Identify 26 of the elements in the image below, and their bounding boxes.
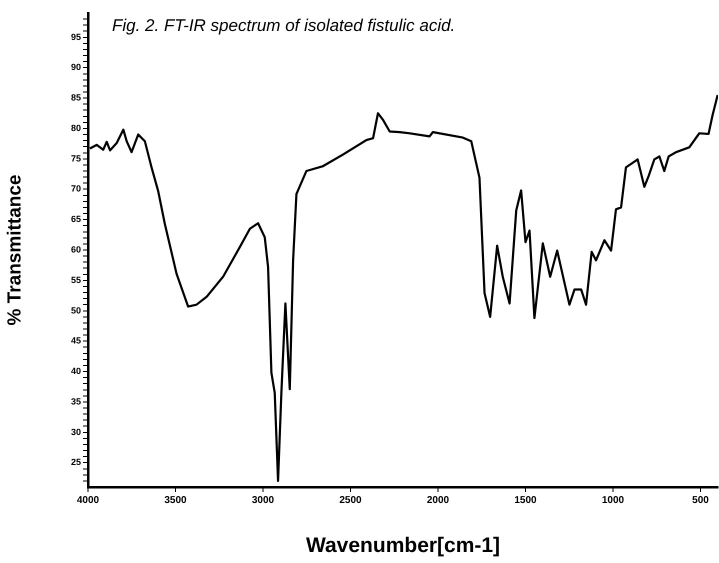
x-tick-label: 4000 — [76, 494, 100, 506]
y-tick-label: 45 — [70, 336, 81, 346]
y-tick-label: 40 — [70, 366, 81, 376]
y-tick-label: 75 — [70, 153, 81, 164]
y-tick-label: 55 — [70, 274, 81, 285]
y-tick-label: 50 — [70, 305, 81, 316]
x-tick-label: 2500 — [339, 494, 362, 506]
x-tick-label: 1500 — [514, 494, 538, 506]
x-axis-title: Wavenumber[cm-1] — [306, 534, 500, 558]
y-tick-label: 65 — [70, 214, 81, 224]
y-axis-title: % Transmittance — [4, 174, 26, 326]
y-tick-label: 60 — [70, 244, 81, 254]
y-tick-label: 80 — [70, 122, 81, 133]
x-tick-label: 500 — [692, 494, 710, 506]
x-tick-label: 3500 — [164, 494, 188, 506]
x-tick-label: 2000 — [426, 494, 450, 506]
x-tick-label: 1000 — [602, 494, 625, 506]
y-tick-label: 90 — [70, 62, 81, 72]
x-tick-label: 3000 — [252, 494, 275, 506]
y-tick-label: 35 — [70, 396, 81, 406]
y-tick-label: 95 — [70, 32, 81, 42]
y-tick-label: 85 — [70, 92, 81, 103]
chart-title: Fig. 2. FT-IR spectrum of isolated fistulic acid. — [112, 16, 456, 36]
y-tick-label: 70 — [70, 184, 81, 194]
y-tick-label: 25 — [70, 457, 81, 468]
y-tick-label: 30 — [70, 426, 81, 437]
